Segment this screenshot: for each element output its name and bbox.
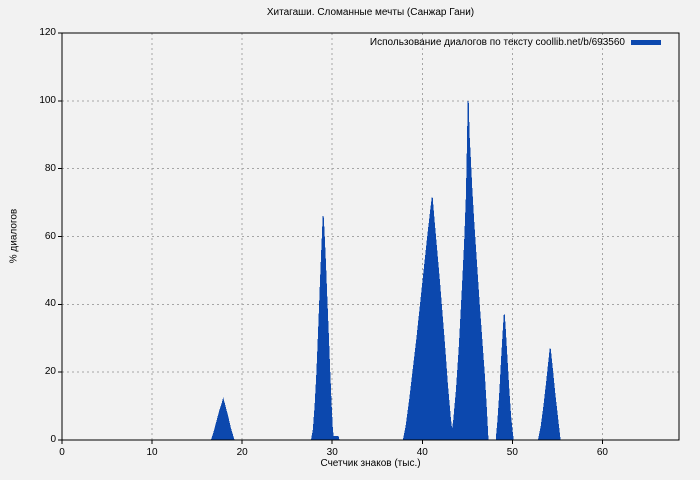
- legend: Использование диалогов по тексту coollib…: [370, 37, 661, 48]
- y-tick-label: 100: [39, 94, 56, 106]
- x-tick-label: 60: [596, 447, 608, 458]
- y-tick-label: 80: [44, 162, 56, 174]
- y-tick-label: 40: [44, 298, 56, 310]
- y-tick-label: 60: [44, 230, 56, 242]
- x-tick-label: 0: [59, 447, 65, 458]
- y-tick-label: 20: [44, 366, 56, 378]
- x-axis-label: Счетчик знаков (тыс.): [320, 458, 421, 469]
- y-tick-label: 0: [50, 434, 56, 445]
- x-tick-label: 40: [416, 447, 428, 458]
- plot-border: [61, 32, 680, 441]
- x-tick-label: 10: [146, 447, 158, 458]
- x-tick-label: 50: [506, 447, 518, 458]
- x-tick-label: 20: [236, 447, 248, 458]
- legend-label: Использование диалогов по тексту coollib…: [369, 37, 625, 48]
- area-series: [62, 100, 679, 441]
- y-tick-label: 120: [39, 27, 56, 38]
- chart-title: Хитагаши. Сломанные мечты (Санжар Гани): [266, 7, 475, 18]
- legend-swatch: [631, 40, 661, 45]
- x-tick-label: 30: [326, 447, 338, 458]
